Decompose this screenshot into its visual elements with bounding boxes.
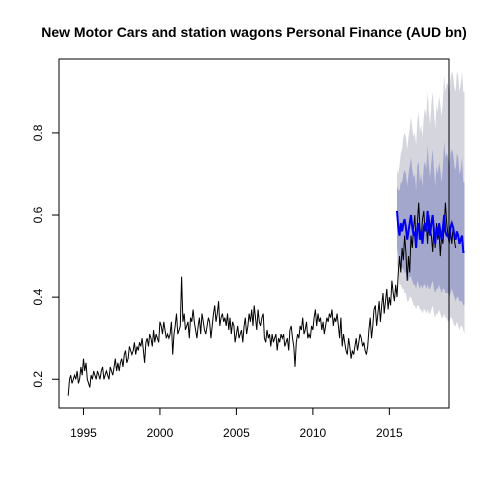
x-tick-label: 2015 [376,426,403,440]
y-axis: 0.2 0.4 0.6 0.8 [31,124,60,388]
x-tick-label: 1995 [70,426,97,440]
y-tick-label: 0.6 [31,206,45,223]
y-tick-label: 0.8 [31,124,45,141]
x-axis: 1995 2000 2005 2010 2015 [70,407,403,440]
x-tick-label: 2010 [300,426,327,440]
y-tick-label: 0.2 [31,371,45,388]
chart-title: New Motor Cars and station wagons Person… [41,24,467,40]
y-tick-label: 0.4 [31,288,45,305]
x-tick-label: 2005 [223,426,250,440]
series-lines [67,202,465,396]
x-tick-label: 2000 [147,426,174,440]
observed-line [67,202,457,396]
prediction-intervals [397,71,465,335]
forecast-line [396,210,465,253]
